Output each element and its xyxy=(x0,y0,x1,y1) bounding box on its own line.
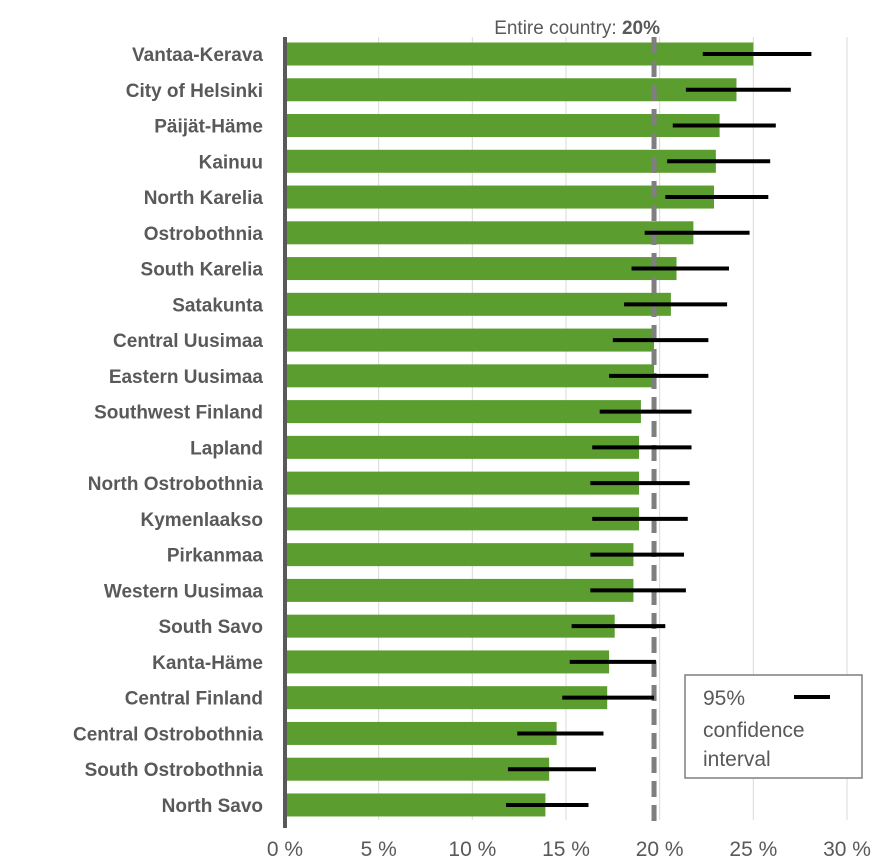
x-tick-label: 15 % xyxy=(542,838,590,861)
x-tick-label: 25 % xyxy=(729,838,777,861)
bar xyxy=(285,686,608,710)
bar xyxy=(285,149,716,173)
bar xyxy=(285,221,694,245)
legend-line-2: confidence xyxy=(703,719,805,742)
x-tick-label: 10 % xyxy=(448,838,496,861)
category-label: Satakunta xyxy=(172,295,263,316)
legend-line-1: 95% xyxy=(703,687,745,710)
bar xyxy=(285,757,550,781)
bar xyxy=(285,543,634,567)
category-label: Kainuu xyxy=(199,152,263,173)
bar xyxy=(285,435,640,459)
bar xyxy=(285,507,640,531)
category-label: City of Helsinki xyxy=(126,81,263,102)
bars xyxy=(285,42,754,817)
category-label: Kymenlaakso xyxy=(140,510,263,531)
reference-label-prefix: Entire country: xyxy=(494,18,622,39)
category-label: Southwest Finland xyxy=(94,403,263,424)
category-label: South Savo xyxy=(158,617,263,638)
bar xyxy=(285,185,714,209)
x-tick-labels: 0 % 5 % 10 % 15 % 20 % 25 % 30 % xyxy=(267,838,871,861)
reference-label-value: 20% xyxy=(622,18,660,39)
category-label: South Karelia xyxy=(141,260,264,281)
bar xyxy=(285,614,615,638)
bar xyxy=(285,400,641,424)
legend-box xyxy=(684,674,863,779)
x-tick-label: 20 % xyxy=(636,838,684,861)
category-label: North Karelia xyxy=(144,188,264,209)
category-label: North Ostrobothnia xyxy=(88,474,264,495)
x-tick-label: 5 % xyxy=(361,838,397,861)
bar xyxy=(285,578,634,602)
bar xyxy=(285,471,640,495)
bar xyxy=(285,42,754,66)
confidence-intervals xyxy=(506,52,812,807)
category-label: Central Finland xyxy=(125,689,263,710)
category-label: Päijät-Häme xyxy=(154,117,263,138)
category-label: Western Uusimaa xyxy=(104,581,264,602)
category-label: Central Uusimaa xyxy=(113,331,263,352)
category-label: Kanta-Häme xyxy=(152,653,263,674)
category-label: South Ostrobothnia xyxy=(85,760,264,781)
category-label: Lapland xyxy=(190,438,263,459)
bar xyxy=(285,364,655,388)
category-labels: Vantaa-Kerava City of Helsinki Päijät-Häme… xyxy=(73,45,263,817)
bar xyxy=(285,292,671,316)
category-label: Central Ostrobothnia xyxy=(73,724,263,745)
category-label: North Savo xyxy=(162,796,263,817)
x-tick-label: 0 % xyxy=(267,838,303,861)
category-label: Ostrobothnia xyxy=(144,224,264,245)
bar xyxy=(285,257,677,281)
legend: 95% confidence interval xyxy=(684,674,863,779)
category-label: Vantaa-Kerava xyxy=(132,45,263,66)
category-label: Pirkanmaa xyxy=(167,546,264,567)
x-tick-label: 30 % xyxy=(823,838,871,861)
bar xyxy=(285,78,737,102)
category-label: Eastern Uusimaa xyxy=(109,367,264,388)
bar xyxy=(285,721,557,745)
bar xyxy=(285,328,655,352)
legend-line-3: interval xyxy=(703,748,771,771)
bar xyxy=(285,650,610,674)
reference-label-text: Entire country: 20% xyxy=(494,18,660,39)
reference-label: Entire country: 20% xyxy=(494,18,660,39)
bar xyxy=(285,114,720,138)
bar xyxy=(285,793,546,817)
